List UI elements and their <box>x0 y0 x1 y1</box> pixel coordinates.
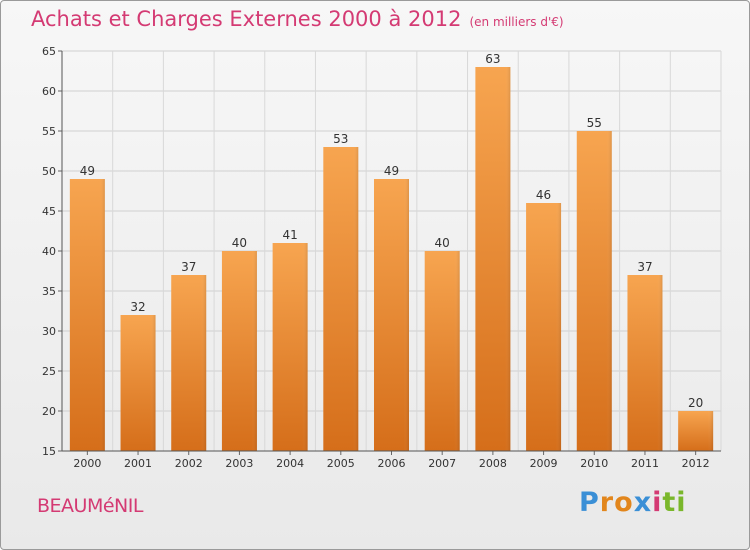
value-label: 46 <box>536 188 551 202</box>
x-tick-label: 2010 <box>580 457 608 470</box>
y-tick-label: 35 <box>42 285 56 298</box>
value-label: 37 <box>181 260 196 274</box>
value-label: 49 <box>80 164 95 178</box>
bar-shade <box>374 179 409 451</box>
bar-shade <box>120 315 156 451</box>
value-label: 40 <box>435 236 450 250</box>
logo-letter: i <box>676 487 687 518</box>
chart-subtitle: (en milliers d'€) <box>469 15 564 29</box>
x-tick-label: 2008 <box>479 457 507 470</box>
value-label: 63 <box>485 52 500 66</box>
value-label: 37 <box>637 260 652 274</box>
x-tick-label: 2003 <box>225 457 253 470</box>
logo-letter: r <box>599 487 615 518</box>
value-label: 40 <box>232 236 247 250</box>
y-tick-label: 55 <box>42 125 56 138</box>
x-tick-label: 2004 <box>276 457 304 470</box>
chart-title-text: Achats et Charges Externes 2000 à 2012 <box>31 7 462 31</box>
value-label: 41 <box>282 228 297 242</box>
x-tick-label: 2012 <box>682 457 710 470</box>
bars: 49 32 37 40 41 53 49 40 63 46 55 37 20 <box>69 52 714 451</box>
chart-title: Achats et Charges Externes 2000 à 2012 (e… <box>31 7 564 31</box>
logo-letter: i <box>652 487 663 518</box>
y-tick-label: 45 <box>42 205 56 218</box>
bar-shade <box>323 147 359 451</box>
value-label: 55 <box>587 116 602 130</box>
y-tick-label: 30 <box>42 325 56 338</box>
value-label: 20 <box>688 396 703 410</box>
bar-shade <box>576 131 612 451</box>
logo-letter: P <box>579 487 600 518</box>
y-tick-label: 50 <box>42 165 56 178</box>
value-label: 53 <box>333 132 348 146</box>
bar-shade <box>424 251 460 451</box>
x-tick-label: 2002 <box>175 457 203 470</box>
logo-letter: x <box>633 487 653 518</box>
y-tick-label: 15 <box>42 445 56 458</box>
y-tick-label: 65 <box>42 45 56 58</box>
logo-letter: t <box>662 487 677 518</box>
logo-letter: o <box>614 487 634 518</box>
y-tick-label: 60 <box>42 85 56 98</box>
x-tick-label: 2011 <box>631 457 659 470</box>
bar-shade <box>221 251 257 451</box>
value-label: 49 <box>384 164 399 178</box>
bar-shade <box>272 243 308 451</box>
x-tick-label: 2009 <box>530 457 558 470</box>
x-tick-label: 2001 <box>124 457 152 470</box>
y-tick-label: 20 <box>42 405 56 418</box>
bar-shade <box>678 411 714 451</box>
x-tick-label: 2006 <box>378 457 406 470</box>
bar-shade <box>171 275 207 451</box>
axes: 15 20 25 30 35 40 45 50 55 60 65 2000 2001 2002 2003 20… <box>42 45 721 470</box>
value-label: 32 <box>130 300 145 314</box>
bar-shade <box>69 179 105 451</box>
proxiti-logo: Proxiti <box>579 487 687 518</box>
y-tick-label: 25 <box>42 365 56 378</box>
bar-shade <box>475 67 511 451</box>
x-tick-label: 2005 <box>327 457 355 470</box>
y-tick-label: 40 <box>42 245 56 258</box>
x-tick-label: 2000 <box>73 457 101 470</box>
commune-name: BEAUMéNIL <box>37 495 143 517</box>
bar-shade <box>627 275 663 451</box>
x-tick-label: 2007 <box>428 457 456 470</box>
bar-shade <box>526 203 562 451</box>
